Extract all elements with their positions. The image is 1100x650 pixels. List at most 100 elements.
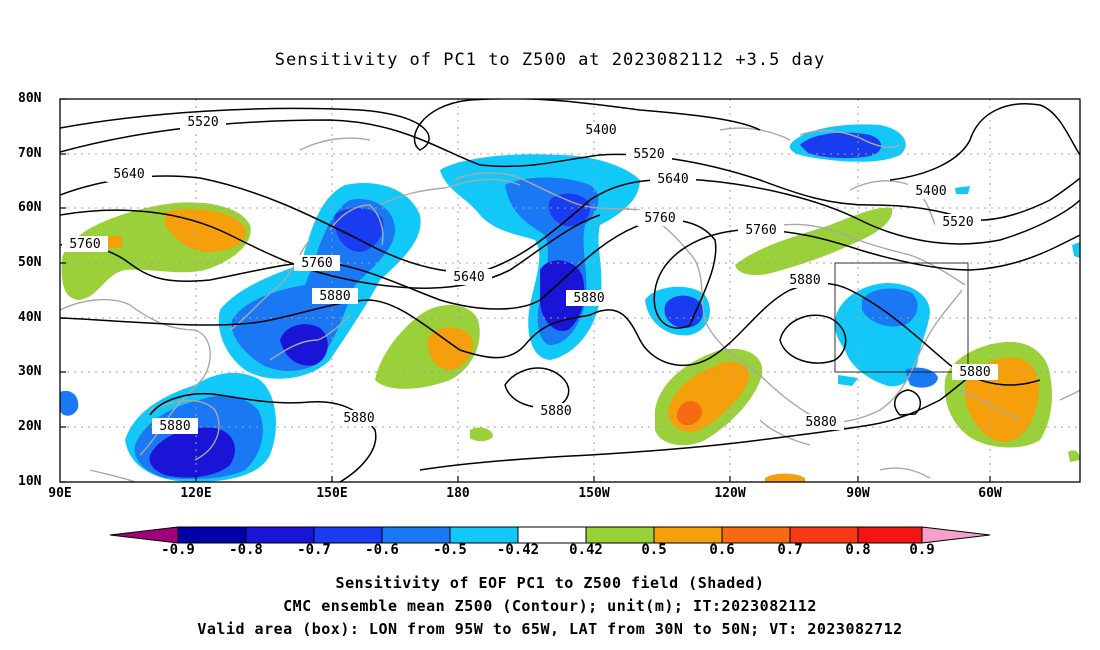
negative-core-offshore-california xyxy=(664,295,704,328)
graticule xyxy=(60,99,1080,482)
colorbar-tick: -0.7 xyxy=(297,542,331,558)
positive-core-asia-small xyxy=(108,236,122,248)
contour-label: 5880 xyxy=(566,290,612,306)
colorbar-tick: -0.6 xyxy=(365,542,399,558)
negative-core-alaska-north xyxy=(548,193,591,227)
contour-label: 5640 xyxy=(650,171,696,187)
lat-label-60n: 60N xyxy=(18,200,42,215)
contour-5880-b xyxy=(149,393,377,482)
svg-text:5760: 5760 xyxy=(745,223,776,238)
colorbar-segment xyxy=(518,527,586,543)
negative-speck-3 xyxy=(838,375,858,386)
lon-label-120e: 120E xyxy=(180,486,212,501)
colorbar-segment xyxy=(314,527,382,543)
svg-text:5760: 5760 xyxy=(69,237,100,252)
svg-text:5760: 5760 xyxy=(644,211,675,226)
svg-text:5880: 5880 xyxy=(805,415,836,430)
lat-label-30n: 30N xyxy=(18,364,42,379)
contour-label: 5400 xyxy=(908,183,954,199)
contour-label: 5520 xyxy=(180,114,226,130)
lon-label-180: 180 xyxy=(446,486,470,501)
z500-contours xyxy=(60,99,1080,482)
contour-label: 5520 xyxy=(626,146,672,162)
contour-5400-west xyxy=(60,99,761,151)
colorbar-segment xyxy=(246,527,314,543)
positive-core-mexico xyxy=(676,401,702,426)
colorbar-tick: -0.42 xyxy=(496,542,540,558)
contour-5640-b xyxy=(60,209,601,289)
colorbar-tick: 0.9 xyxy=(909,542,935,558)
svg-text:5880: 5880 xyxy=(540,404,571,419)
negative-core-kamchatka xyxy=(334,207,384,252)
lat-label-10n: 10N xyxy=(18,474,42,489)
contour-label: 5880 xyxy=(798,414,844,430)
lon-label-150e: 150E xyxy=(316,486,348,501)
positive-core-central-pacific xyxy=(427,327,473,370)
svg-text:5400: 5400 xyxy=(585,123,616,138)
contour-5520-a xyxy=(60,119,971,221)
contour-label: 5640 xyxy=(446,269,492,285)
svg-text:5520: 5520 xyxy=(187,115,218,130)
negative-core-alaska xyxy=(540,260,585,331)
svg-text:5880: 5880 xyxy=(319,289,350,304)
contour-label: 5760 xyxy=(637,210,683,226)
positive-speck-3 xyxy=(1068,450,1080,462)
contour-label: 5880 xyxy=(952,364,998,380)
colorbar-segment xyxy=(586,527,654,543)
contour-5400-east xyxy=(889,103,1080,181)
contour-label: 5760 xyxy=(738,222,784,238)
lat-label-40n: 40N xyxy=(18,310,42,325)
caption-line-3: Valid area (box): LON from 95W to 65W, L… xyxy=(197,620,903,638)
svg-text:5880: 5880 xyxy=(959,365,990,380)
lat-label-50n: 50N xyxy=(18,255,42,270)
colorbar-tick: 0.7 xyxy=(777,542,803,558)
contour-label: 5880 xyxy=(782,272,828,288)
negative-core-eastern-us xyxy=(862,288,918,327)
contour-5880-f xyxy=(893,389,922,416)
svg-text:5880: 5880 xyxy=(159,419,190,434)
svg-text:5640: 5640 xyxy=(113,167,144,182)
lat-label-80n: 80N xyxy=(18,91,42,106)
sensitivity-shading xyxy=(60,124,1080,482)
colorbar-tick: -0.9 xyxy=(161,542,195,558)
negative-small-west xyxy=(60,390,79,416)
caption-line-1: Sensitivity of EOF PC1 to Z500 field (Sh… xyxy=(335,574,765,592)
lon-label-90w: 90W xyxy=(846,486,870,501)
contour-label: 5760 xyxy=(294,255,340,271)
contour-label: 5520 xyxy=(935,214,981,230)
colorbar-arrow-high xyxy=(922,527,990,543)
colorbar-segment xyxy=(450,527,518,543)
negative-small-florida xyxy=(905,367,938,388)
contour-5880-c xyxy=(504,367,570,409)
colorbar-tick: 0.8 xyxy=(845,542,871,558)
colorbar-tick: -0.8 xyxy=(229,542,263,558)
svg-text:5400: 5400 xyxy=(915,184,946,199)
svg-text:5880: 5880 xyxy=(343,411,374,426)
negative-speck-2 xyxy=(955,186,970,194)
contour-label: 5400 xyxy=(578,122,624,138)
colorbar-tick: 0.6 xyxy=(709,542,735,558)
positive-area-canada xyxy=(735,207,893,276)
colorbar-segment xyxy=(722,527,790,543)
lon-label-120w: 120W xyxy=(714,486,746,501)
contour-label: 5760 xyxy=(62,236,108,252)
contour-label: 5880 xyxy=(152,418,198,434)
svg-text:5520: 5520 xyxy=(942,215,973,230)
negative-speck-1 xyxy=(1072,242,1080,258)
colorbar-tick: -0.5 xyxy=(433,542,467,558)
contour-5880-d xyxy=(779,314,847,364)
contour-5880-a xyxy=(60,282,1041,386)
positive-speck-2 xyxy=(765,473,805,482)
negative-core-philippines xyxy=(149,427,235,478)
axis-ticks xyxy=(60,98,991,483)
negative-core-japan xyxy=(280,324,328,366)
contour-label: 5880 xyxy=(533,403,579,419)
svg-text:5760: 5760 xyxy=(301,256,332,271)
colorbar xyxy=(109,526,991,544)
contour-5520-b xyxy=(969,177,1080,221)
contour-5880-e xyxy=(419,369,981,471)
map-title: Sensitivity of PC1 to Z500 at 2023082112… xyxy=(274,50,826,70)
positive-speck-1 xyxy=(470,427,493,442)
lon-label-150w: 150W xyxy=(578,486,610,501)
contour-label: 5880 xyxy=(336,410,382,426)
